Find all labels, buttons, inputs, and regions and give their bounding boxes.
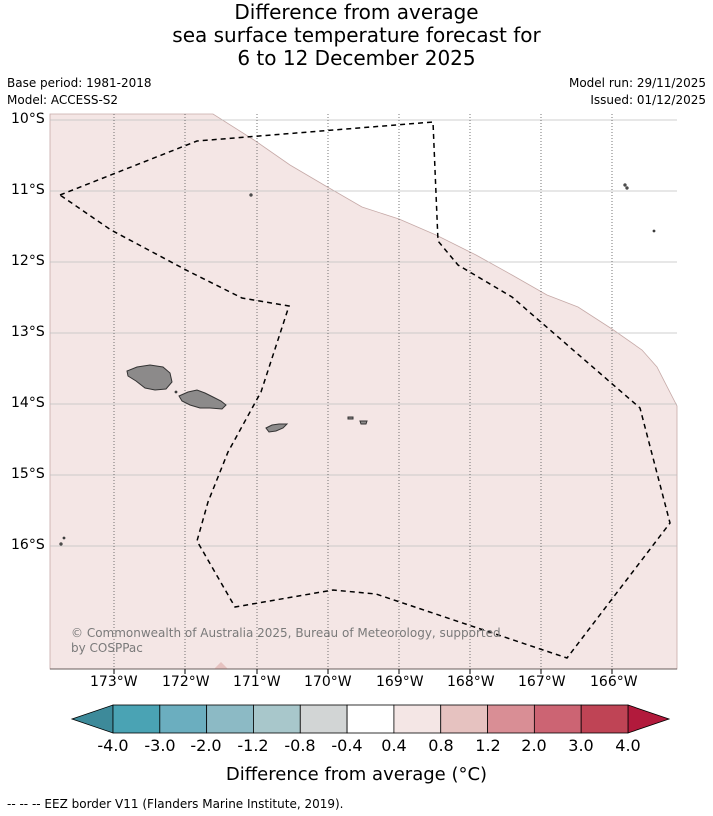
colorbar-label: 0.8 <box>428 736 454 755</box>
lon-label: 173°W <box>90 674 138 690</box>
islet <box>249 193 253 197</box>
colorbar-label: 0.4 <box>381 736 407 755</box>
colorbar-segment <box>253 704 301 734</box>
colorbar-label: 1.2 <box>475 736 501 755</box>
colorbar-segment <box>112 704 161 734</box>
colorbar-segment <box>159 704 208 734</box>
colorbar-label: -1.2 <box>237 736 269 755</box>
lon-label: 171°W <box>233 674 281 690</box>
colorbar-segment <box>346 704 395 734</box>
colorbar-label: -2.0 <box>190 736 222 755</box>
colorbar-label: -0.8 <box>284 736 316 755</box>
colorbar-segment <box>487 704 535 734</box>
lon-label: 166°W <box>590 674 638 690</box>
copyright-notice: © Commonwealth of Australia 2025, Bureau… <box>71 626 501 656</box>
lon-label: 172°W <box>162 674 210 690</box>
lon-label: 170°W <box>304 674 352 690</box>
islet <box>62 536 66 540</box>
upolu-island <box>178 389 227 410</box>
colorbar-label: 4.0 <box>615 736 641 755</box>
copyright-line-2: by COSPPac <box>71 641 143 655</box>
islet <box>652 229 656 233</box>
title-line-2: sea surface temperature forecast for <box>172 23 541 47</box>
islet <box>59 542 63 546</box>
lon-label: 169°W <box>376 674 424 690</box>
issued-date: Issued: 01/12/2025 <box>590 93 706 107</box>
tau-island <box>359 420 368 425</box>
title-line-3: 6 to 12 December 2025 <box>237 46 476 70</box>
land-masses <box>59 183 656 546</box>
islet <box>174 390 178 394</box>
lat-label: 16°S <box>11 537 45 553</box>
title-line-1: Difference from average <box>234 0 479 24</box>
colorbar-title: Difference from average (°C) <box>225 764 488 785</box>
colorbar-label: 2.0 <box>521 736 547 755</box>
lon-gridlines <box>113 114 613 669</box>
base-period: Base period: 1981-2018 <box>7 76 152 90</box>
eez-legend-footer: -- -- -- EEZ border V11 (Flanders Marine… <box>7 797 344 811</box>
islet <box>625 186 629 190</box>
anomaly-bump <box>214 662 228 669</box>
lat-label: 14°S <box>11 395 45 411</box>
ofu-island <box>347 416 354 420</box>
colorbar-label: -4.0 <box>97 736 129 755</box>
lon-ticks <box>113 669 613 674</box>
lat-gridlines <box>50 119 677 547</box>
copyright-line-1: © Commonwealth of Australia 2025, Bureau… <box>71 626 501 640</box>
savaii-island <box>126 364 173 391</box>
colorbar-label: -0.4 <box>331 736 363 755</box>
anomaly-region <box>49 113 678 670</box>
model-run: Model run: 29/11/2025 <box>568 76 706 90</box>
lon-label: 167°W <box>518 674 566 690</box>
lat-label: 11°S <box>11 182 45 198</box>
colorbar-label: -3.0 <box>144 736 176 755</box>
colorbar-segment <box>533 704 582 734</box>
lat-label: 12°S <box>11 253 45 269</box>
colorbar-label: 3.0 <box>568 736 594 755</box>
colorbar-segment <box>206 704 254 734</box>
lon-label: 168°W <box>447 674 495 690</box>
model-name: Model: ACCESS-S2 <box>7 93 119 107</box>
colorbar-segment <box>393 704 442 734</box>
lat-label: 10°S <box>11 111 45 127</box>
colorbar-segment <box>580 704 629 734</box>
eez-border-samoa <box>59 121 671 659</box>
colorbar <box>70 704 671 734</box>
colorbar-segment <box>440 704 488 734</box>
colorbar-segment <box>299 704 348 734</box>
lat-label: 13°S <box>11 324 45 340</box>
colorbar-max-arrow <box>627 704 671 734</box>
islet <box>623 183 627 187</box>
lat-label: 15°S <box>11 466 45 482</box>
tutuila-island <box>265 423 289 433</box>
colorbar-min-arrow <box>70 704 114 734</box>
